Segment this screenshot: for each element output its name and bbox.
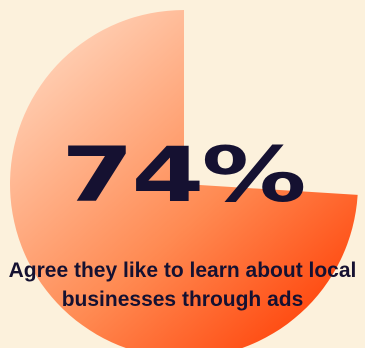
pie-slice-agree <box>10 10 358 348</box>
caption-text: Agree they like to learn about local bus… <box>8 259 357 311</box>
headline-percentage: 74% <box>61 130 307 219</box>
